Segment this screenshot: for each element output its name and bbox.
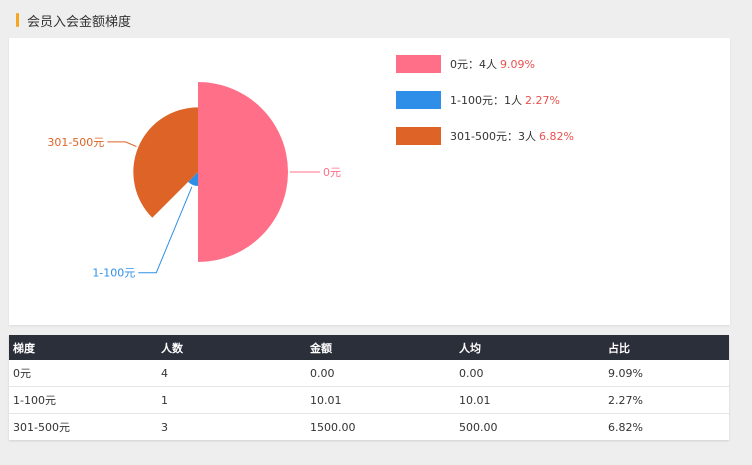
legend-sep: ： — [506, 130, 518, 143]
chart-card: 0元 1-100元 301-500元 0元：4人 9.09% 1-100元：1人 2.2… — [9, 38, 730, 325]
pie-label-line-2 — [107, 141, 137, 147]
legend-percent: 2.27% — [524, 94, 560, 107]
legend-text: 301-500元：3人 6.82% — [450, 128, 574, 144]
cell-ratio: 2.27% — [604, 386, 729, 414]
cell-people: 4 — [157, 360, 306, 387]
pie-slice-1[interactable] — [188, 172, 198, 186]
cell-tier: 301-500元 — [13, 421, 70, 434]
column-header-tier: 梯度 — [13, 341, 35, 355]
legend-count: 3人 — [517, 130, 536, 143]
cell-people: 3 — [161, 420, 168, 434]
pie-slice-label-2: 301-500元 — [47, 136, 104, 149]
pie-slice-label-0: 0元 — [323, 166, 341, 179]
cell-average: 0.00 — [455, 360, 604, 387]
section-header: 会员入会金额梯度 — [16, 10, 131, 30]
cell-amount: 10.01 — [306, 386, 455, 414]
cell-average: 10.01 — [455, 386, 604, 414]
legend-count: 4人 — [479, 58, 497, 71]
table-header-row: 梯度 人数 金额 人均 占比 — [9, 335, 729, 360]
legend-label: 1-100元 — [450, 94, 493, 107]
legend-item-2[interactable]: 301-500元：3人 6.82% — [396, 127, 574, 145]
cell-amount: 1500.00 — [310, 420, 356, 434]
cell-ratio: 9.09% — [604, 360, 729, 387]
pie-slice-0[interactable] — [198, 82, 288, 262]
cell-ratio: 6.82% — [608, 420, 643, 434]
pie-label-line-1 — [138, 186, 193, 274]
legend-percent: 9.09% — [500, 58, 535, 71]
legend-label: 0元 — [450, 58, 468, 71]
cell-tier: 0元 — [9, 360, 157, 387]
legend-swatch — [396, 55, 441, 73]
legend-percent: 6.82% — [538, 130, 574, 143]
pie-slice-label-1: 1-100元 — [92, 267, 135, 280]
cell-average: 500.00 — [459, 420, 498, 434]
title-accent-bar — [16, 13, 19, 27]
legend-swatch — [396, 127, 441, 145]
legend-text: 0元：4人 9.09% — [450, 56, 535, 72]
legend-swatch — [396, 91, 441, 109]
pie-slice-2[interactable] — [133, 107, 198, 218]
cell-amount: 0.00 — [306, 360, 455, 387]
table-row: 301-500元 3 1500.00 500.00 6.82% — [9, 414, 729, 441]
column-header-people: 人数 — [161, 341, 183, 355]
column-header-amount: 金额 — [310, 341, 332, 355]
legend-item-1[interactable]: 1-100元：1人 2.27% — [396, 91, 574, 109]
legend-text: 1-100元：1人 2.27% — [450, 92, 560, 108]
legend-label: 301-500元 — [450, 130, 507, 143]
rose-pie-chart: 0元 1-100元 301-500元 — [47, 82, 341, 280]
table-row: 1-100元 1 10.01 10.01 2.27% — [9, 386, 729, 414]
legend-item-0[interactable]: 0元：4人 9.09% — [396, 55, 574, 73]
chart-legend: 0元：4人 9.09% 1-100元：1人 2.27% 301-500元：3人 6.8… — [396, 55, 574, 163]
column-header-average: 人均 — [459, 341, 481, 355]
column-header-ratio: 占比 — [608, 341, 630, 355]
page-title: 会员入会金额梯度 — [27, 14, 132, 30]
cell-people: 1 — [157, 386, 306, 414]
table-row: 0元 4 0.00 0.00 9.09% — [9, 360, 729, 387]
legend-count: 1人 — [503, 94, 522, 107]
cell-tier: 1-100元 — [9, 386, 157, 414]
gradient-table: 梯度 人数 金额 人均 占比 0元 4 0.00 0.00 9.09% 1-10… — [9, 335, 729, 440]
legend-sep: ： — [468, 58, 479, 71]
legend-sep: ： — [492, 94, 504, 107]
data-table-card: 梯度 人数 金额 人均 占比 0元 4 0.00 0.00 9.09% 1-10… — [9, 335, 729, 440]
